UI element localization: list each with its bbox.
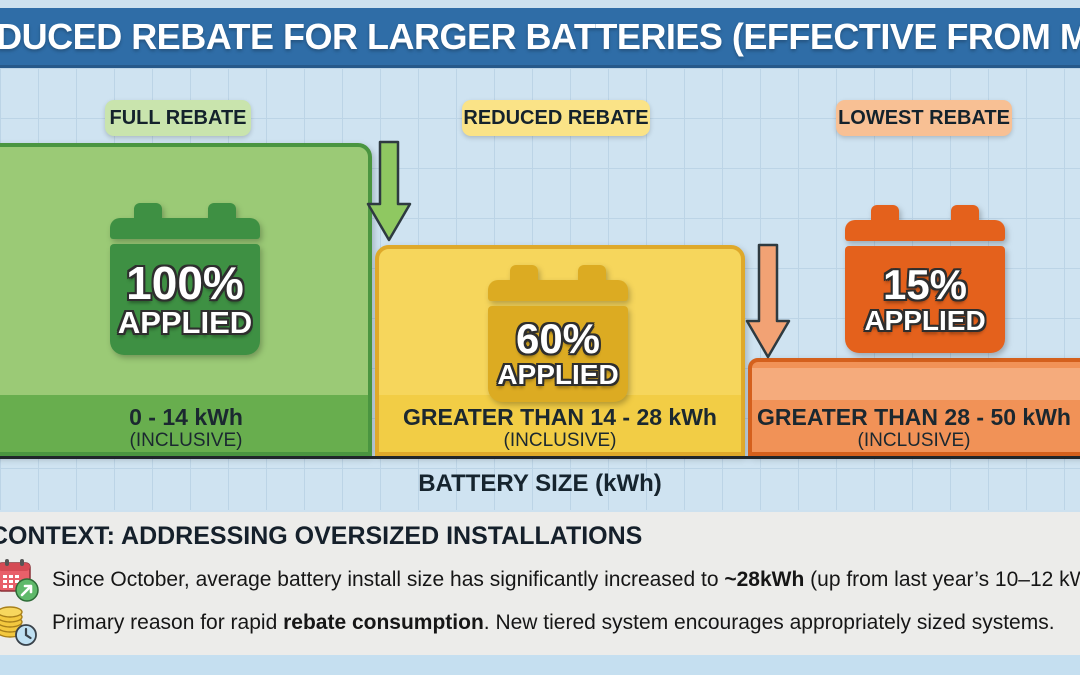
context-bullet-1-text: Since October, average battery install s… [52,568,1080,592]
battery-terminal [870,205,899,220]
tier-3-percent: 15% [882,260,968,308]
tier-2-percent: 60% [515,315,601,363]
x-axis-line [0,456,1080,459]
bullet-2-pre: Primary reason for rapid [52,611,284,634]
tier-1-applied: APPLIED [117,305,253,341]
battery-terminal [208,203,236,218]
tier-pill-lowest-rebate: LOWEST REBATE [836,100,1012,136]
tier-1-percent: 100% [126,257,244,310]
calendar-trend-up-icon [0,559,39,602]
bullet-1-pre: Since October, average battery install s… [52,568,725,591]
bullet-1-bold: ~28kWh [724,568,805,591]
context-bullet-1: Since October, average battery install s… [0,558,1080,604]
bullet-1-post: (up from last year’s 10–12 kWh) [804,568,1080,591]
context-section: CONTEXT: ADDRESSING OVERSIZED INSTALLATI… [0,512,1080,655]
battery-body: 15% APPLIED [845,246,1005,353]
bullet-2-bold: rebate consumption [283,611,484,634]
bar-tier-3-highlight-band [752,368,1080,400]
battery-body: 60% APPLIED [488,306,628,402]
battery-top-bar [845,220,1005,241]
battery-terminal [951,205,980,220]
battery-top-bar [488,280,628,301]
tier-2-applied: APPLIED [497,359,619,391]
tier-3-applied: APPLIED [864,304,986,336]
bullet-2-post: . New tiered system encourages appropria… [483,611,1055,634]
battery-icon-tier-2: 60% APPLIED [488,265,628,402]
battery-icon-tier-1: 100% APPLIED [110,203,260,355]
tier-3-inclusive-label: (INCLUSIVE) [857,430,971,451]
coins-clock-icon [0,606,37,646]
battery-body: 100% APPLIED [110,244,260,355]
context-bullet-2: Primary reason for rapid rebate consumpt… [0,601,1080,647]
battery-icon-tier-3: 15% APPLIED [845,205,1005,353]
x-axis-title: BATTERY SIZE (kWh) [418,470,662,497]
tier-2-range-label: GREATER THAN 14 - 28 kWh [403,404,717,430]
title-banner: REDUCED REBATE FOR LARGER BATTERIES (EFF… [0,8,1080,68]
chart-area: FULL REBATE REDUCED REBATE LOWEST REBATE… [0,68,1080,510]
tier-1-range-label: 0 - 14 kWh [129,404,243,430]
tier-pill-reduced-rebate: REDUCED REBATE [462,100,650,136]
page-title: REDUCED REBATE FOR LARGER BATTERIES (EFF… [0,15,1080,57]
bar-tier-3 [748,358,1080,456]
bar-tier-2-label-strip [379,395,741,452]
bar-tier-1-label-strip [0,395,368,452]
step-down-arrow-green-icon [366,140,412,242]
battery-terminal [510,265,539,280]
battery-top-bar [110,218,260,239]
context-bullet-2-text: Primary reason for rapid rebate consumpt… [52,611,1055,635]
footer-strip [0,655,1080,675]
tier-pill-full-rebate: FULL REBATE [105,100,251,136]
tier-1-inclusive-label: (INCLUSIVE) [129,430,243,451]
tier-2-inclusive-label: (INCLUSIVE) [503,430,617,451]
tier-3-range-label: GREATER THAN 28 - 50 kWh [757,404,1071,430]
battery-terminal [577,265,606,280]
bar-tier-1 [0,143,372,456]
battery-terminal [134,203,162,218]
step-down-arrow-orange-icon [745,243,791,359]
context-heading: CONTEXT: ADDRESSING OVERSIZED INSTALLATI… [0,522,643,550]
